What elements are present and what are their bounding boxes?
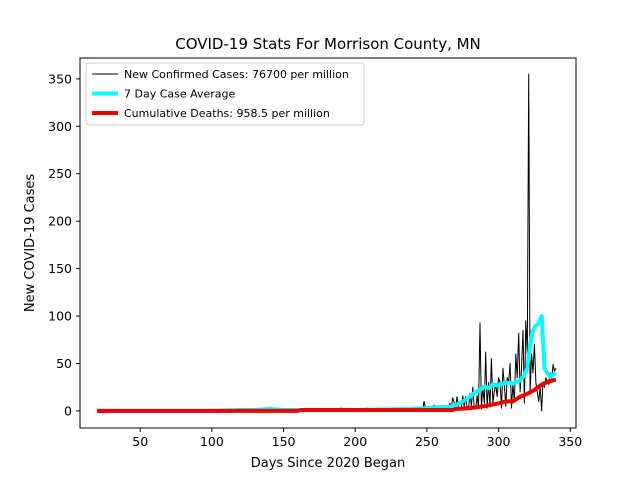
y-tick-label: 300 — [48, 119, 72, 134]
y-tick-label: 0 — [64, 403, 72, 418]
y-tick-label: 250 — [48, 166, 72, 181]
y-tick-label: 100 — [48, 309, 72, 324]
chart-title: COVID-19 Stats For Morrison County, MN — [175, 35, 481, 53]
y-axis-label: New COVID-19 Cases — [23, 174, 38, 312]
x-tick-label: 300 — [487, 434, 511, 449]
y-tick-label: 150 — [48, 261, 72, 276]
x-tick-label: 350 — [558, 434, 582, 449]
x-tick-label: 250 — [415, 434, 439, 449]
y-tick-label: 50 — [56, 356, 72, 371]
x-tick-label: 150 — [272, 434, 296, 449]
legend-label-3: Cumulative Deaths: 958.5 per million — [124, 107, 330, 120]
legend-label-1: New Confirmed Cases: 76700 per million — [124, 68, 349, 81]
legend-label-2: 7 Day Case Average — [124, 88, 236, 101]
x-tick-label: 200 — [343, 434, 367, 449]
y-tick-label: 350 — [48, 71, 72, 86]
x-axis-label: Days Since 2020 Began — [251, 456, 406, 471]
x-tick-label: 100 — [200, 434, 224, 449]
x-tick-label: 50 — [132, 434, 148, 449]
legend: New Confirmed Cases: 76700 per million 7 … — [86, 63, 364, 125]
y-tick-label: 200 — [48, 214, 72, 229]
